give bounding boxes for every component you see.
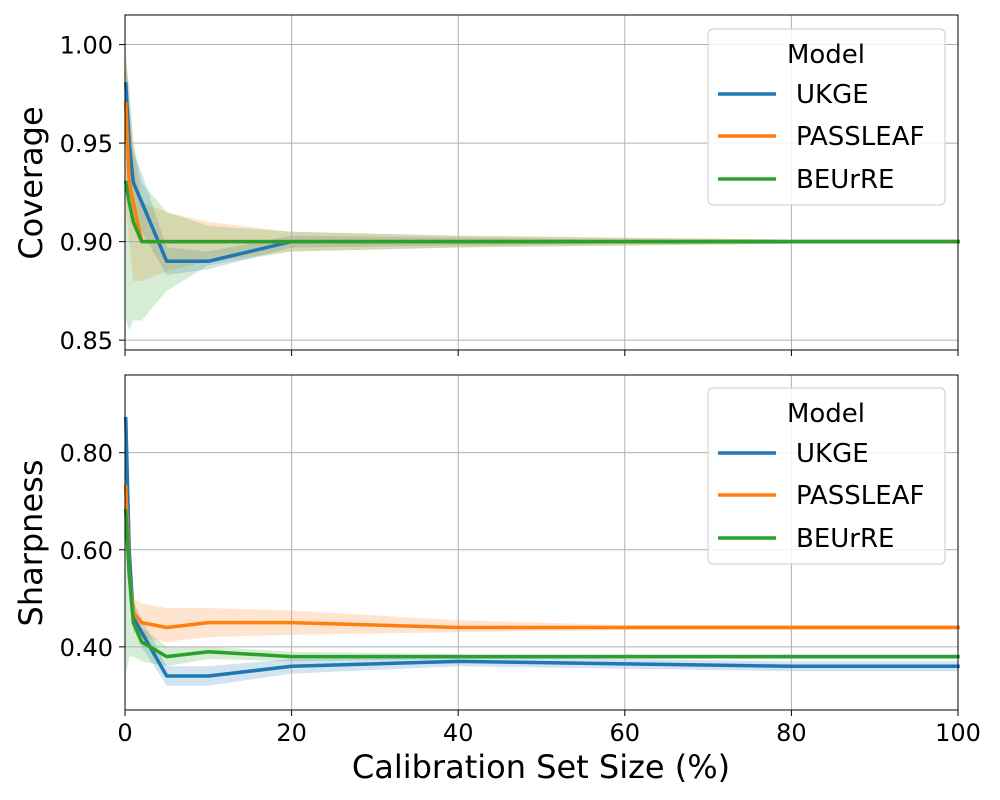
sharpness-panel: 0 20 40 60 80 100 0.80 0.60 0.40 Sharpness Model… [12,374,981,747]
x-tick-label: 60 [610,719,641,747]
y-tick-label: 0.80 [60,440,113,468]
sharpness-legend: Model UKGE PASSLEAF BEUrRE [707,387,946,565]
sharpness-y-axis-label: Sharpness [12,460,50,627]
legend-title: Model [787,399,865,429]
legend-box [707,387,946,565]
x-tick-label: 20 [276,719,307,747]
y-tick-label: 1.00 [60,32,113,60]
series-line-beurre [123,180,960,244]
coverage-panel: 1.00 0.95 0.90 0.85 Coverage Model UKGE PAS… [12,14,960,356]
y-tick-label: 0.85 [60,327,113,355]
coverage-plot-frame [124,14,959,351]
x-tick-label: 80 [776,719,807,747]
series-line-beurre [123,509,960,659]
legend-label-ukge: UKGE [796,439,869,469]
confidence-band-passleaf [125,467,959,642]
x-axis-label: Calibration Set Size (%) [352,748,730,786]
y-tick-label: 0.95 [60,130,113,158]
legend-title: Model [787,40,865,70]
y-tick-label: 0.60 [60,537,113,565]
confidence-band-passleaf [125,44,959,281]
x-tick-label: 100 [935,719,981,747]
confidence-band-ukge [125,54,959,276]
sharpness-plot-frame [124,374,959,711]
legend-box [707,28,946,206]
legend-label-beurre: BEUrRE [796,165,894,195]
coverage-legend: Model UKGE PASSLEAF BEUrRE [707,28,946,206]
legend-label-passleaf: PASSLEAF [796,122,924,152]
coverage-y-axis-label: Coverage [12,106,50,259]
x-tick-label: 0 [117,719,132,747]
legend-label-ukge: UKGE [796,80,869,110]
x-tick-label: 40 [443,719,474,747]
y-tick-label: 0.40 [60,634,113,662]
y-tick-label: 0.90 [60,229,113,257]
legend-label-beurre: BEUrRE [796,524,894,554]
legend-label-passleaf: PASSLEAF [796,481,924,511]
